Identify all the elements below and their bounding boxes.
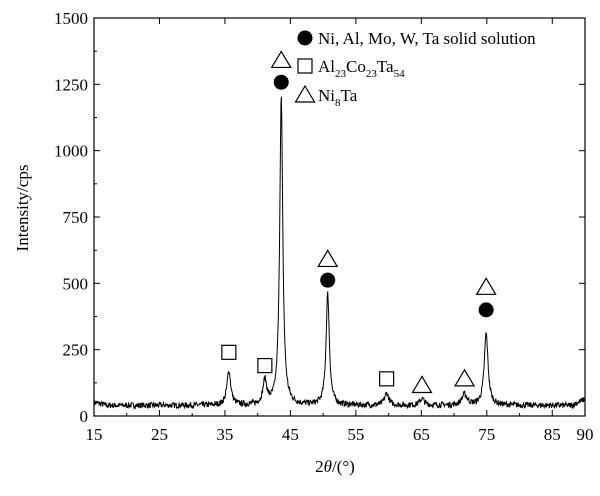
legend-label-part: Al xyxy=(318,57,335,76)
peak-triangle-marker xyxy=(453,368,476,387)
peak-square-marker xyxy=(257,357,273,374)
peak-square-marker xyxy=(221,344,237,360)
series-layer xyxy=(93,96,586,411)
legend-label-part: Ni xyxy=(318,86,335,105)
legend-triangle-marker xyxy=(294,84,316,103)
peak-markers xyxy=(221,50,497,394)
x-title-part: 2 xyxy=(315,457,324,476)
y-tick-label: 500 xyxy=(63,274,89,293)
legend-label-part: Ta xyxy=(377,57,394,76)
legend-square-marker xyxy=(297,58,313,74)
x-tick-label: 85 xyxy=(544,425,561,444)
x-tick-label: 15 xyxy=(86,425,103,444)
y-tick-label: 0 xyxy=(80,407,89,426)
peak-square-marker xyxy=(379,371,395,387)
legend-label-part: 23 xyxy=(335,68,347,80)
x-tick-label: 90 xyxy=(577,425,594,444)
series-line-0 xyxy=(93,96,586,411)
peak-triangle-marker xyxy=(317,249,339,268)
peak-circle-marker xyxy=(320,272,336,288)
legend-label-part: Co xyxy=(346,57,366,76)
legend-circle-marker xyxy=(297,30,313,46)
x-tick-label: 45 xyxy=(282,425,299,444)
y-tick-label: 1500 xyxy=(54,9,88,28)
x-tick-label: 25 xyxy=(151,425,168,444)
legend-label-part: Ni, Al, Mo, W, Ta solid solution xyxy=(318,29,536,48)
legend: Ni, Al, Mo, W, Ta solid solutionAl23Co23… xyxy=(294,29,536,109)
y-tick-label: 1250 xyxy=(54,75,88,94)
legend-label-part: 8 xyxy=(335,97,341,109)
x-axis: 15 25 35 45 55 65 75 85 90 xyxy=(86,18,594,444)
x-title-unit: /(°) xyxy=(332,457,355,476)
y-tick-label: 1000 xyxy=(54,142,88,161)
legend-label-part: Ta xyxy=(341,86,358,105)
x-tick-label: 55 xyxy=(347,425,364,444)
x-tick-label: 75 xyxy=(478,425,495,444)
y-axis: 0 250 500 750 1000 1250 1500 xyxy=(54,9,585,426)
peak-triangle-marker xyxy=(475,277,497,295)
x-axis-title: 2θ/(°) xyxy=(315,457,355,476)
peak-triangle-marker xyxy=(411,375,433,394)
legend-label: Al23Co23Ta54 xyxy=(318,57,405,80)
legend-label-part: 23 xyxy=(366,68,378,80)
peak-circle-marker xyxy=(273,74,289,90)
x-tick-label: 35 xyxy=(216,425,233,444)
peak-circle-marker xyxy=(478,302,494,318)
y-tick-label: 750 xyxy=(63,208,89,227)
legend-label-part: 54 xyxy=(394,68,406,80)
peak-triangle-marker xyxy=(270,50,292,69)
x-title-theta: θ xyxy=(324,457,332,476)
x-tick-label: 65 xyxy=(413,425,430,444)
y-axis-title: Intensity/cps xyxy=(13,165,32,252)
y-tick-label: 250 xyxy=(63,341,89,360)
legend-label: Ni8Ta xyxy=(318,86,358,109)
legend-label: Ni, Al, Mo, W, Ta solid solution xyxy=(318,29,536,48)
